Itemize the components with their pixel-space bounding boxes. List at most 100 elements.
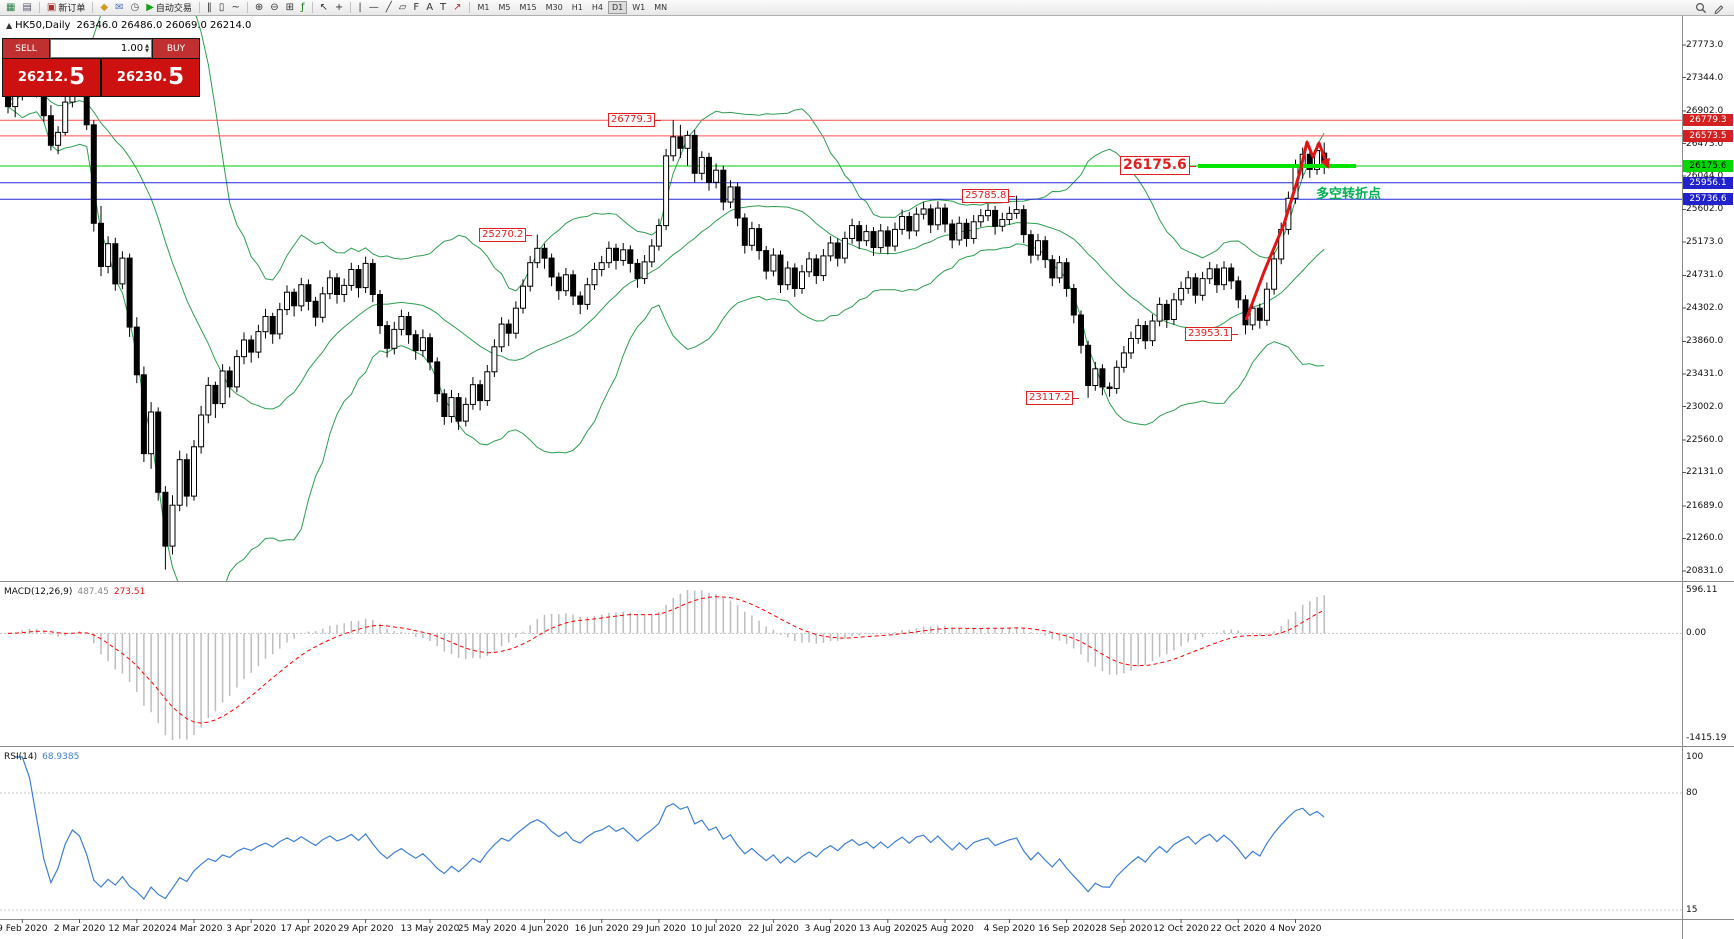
buy-price[interactable]: 26230. 5 bbox=[102, 59, 199, 96]
rsi-axis-80: 80 bbox=[1686, 788, 1698, 798]
text-icon[interactable]: A bbox=[423, 1, 436, 14]
trendline-icon: ╱ bbox=[385, 2, 392, 13]
price-axis-label: 21260.0 bbox=[1686, 533, 1724, 544]
price-line-badge: 26573.5 bbox=[1683, 129, 1733, 142]
macd-pane bbox=[0, 590, 1682, 740]
price-callout[interactable]: 25785.8 bbox=[962, 188, 1016, 203]
auto-trading-button[interactable]: ▶ 自动交易 bbox=[143, 1, 195, 14]
time-axis-label: 25 Aug 2020 bbox=[916, 924, 974, 934]
price-axis-label: 26044.0 bbox=[1686, 171, 1732, 181]
time-axis-label: 4 Nov 2020 bbox=[1269, 924, 1322, 934]
price-line-badge: 26779.3 bbox=[1683, 114, 1733, 127]
step-up-icon[interactable]: ▲ bbox=[145, 42, 149, 49]
chart-candles-icon: ▯ bbox=[218, 2, 225, 13]
chart-bars-icon[interactable]: ‖ bbox=[204, 1, 215, 14]
new-chart-icon[interactable]: ▦ bbox=[3, 1, 18, 14]
time-axis-label: 13 May 2020 bbox=[400, 924, 460, 934]
timeframe-m1[interactable]: M1 bbox=[477, 3, 490, 12]
bollinger-lo-band bbox=[7, 106, 1325, 581]
horizontal-line-icon: — bbox=[368, 2, 379, 13]
volume-stepper[interactable]: ▲ ▼ bbox=[145, 42, 149, 54]
timeframe-m5[interactable]: M5 bbox=[498, 3, 511, 12]
indicators-icon: ƒ bbox=[301, 2, 305, 13]
fibonacci-icon[interactable]: F bbox=[410, 1, 422, 14]
zoom-out-icon[interactable]: ⊖ bbox=[267, 1, 281, 14]
timeframe-h4[interactable]: H4 bbox=[591, 3, 603, 12]
sell-button[interactable]: SELL bbox=[3, 39, 49, 58]
new-chart-icon: ▦ bbox=[6, 2, 16, 13]
search-icon[interactable] bbox=[1695, 2, 1707, 14]
alerts-icon: ◆ bbox=[100, 2, 109, 13]
price-axis-label: 22131.0 bbox=[1686, 467, 1724, 478]
price-callout[interactable]: 23117.2 bbox=[1026, 390, 1080, 405]
toolbar-separator bbox=[92, 2, 94, 13]
channel-icon[interactable]: ▱ bbox=[396, 1, 410, 14]
crosshair-icon: + bbox=[334, 2, 344, 13]
indicators-icon[interactable]: ƒ bbox=[298, 1, 308, 14]
time-axis-label: 3 Aug 2020 bbox=[804, 924, 857, 934]
rsi-value: 68.9385 bbox=[42, 752, 80, 762]
price-callout[interactable]: 26175.6 bbox=[1120, 156, 1196, 176]
time-axis-label: 29 Jun 2020 bbox=[631, 924, 686, 934]
time-axis-label: 3 Apr 2020 bbox=[226, 924, 277, 934]
price-axis-label: 25173.0 bbox=[1686, 237, 1724, 247]
step-down-icon[interactable]: ▼ bbox=[145, 47, 149, 54]
timeframe-mn[interactable]: MN bbox=[654, 3, 668, 12]
shapes-icon[interactable]: ↗ bbox=[450, 1, 464, 14]
calendar-icon[interactable]: ◷ bbox=[127, 1, 142, 14]
alerts-icon[interactable]: ◆ bbox=[97, 1, 111, 14]
profiles-icon[interactable]: ▤ bbox=[19, 1, 34, 14]
timeframe-m15[interactable]: M15 bbox=[519, 3, 537, 12]
timeframe-m30[interactable]: M30 bbox=[545, 3, 563, 12]
price-callout[interactable]: 26779.3 bbox=[608, 113, 662, 128]
timeframe-d1[interactable]: D1 bbox=[607, 1, 628, 14]
sell-price[interactable]: 26212. 5 bbox=[3, 59, 100, 96]
buy-button[interactable]: BUY bbox=[153, 39, 199, 58]
symbol-name: HK50,Daily bbox=[15, 20, 71, 31]
timeframe-w1[interactable]: W1 bbox=[632, 3, 646, 12]
price-callout[interactable]: 23953.1 bbox=[1185, 327, 1239, 342]
crosshair-icon[interactable]: + bbox=[332, 1, 346, 14]
cursor-icon[interactable]: ↖ bbox=[317, 1, 331, 14]
chart-candles-icon[interactable]: ▯ bbox=[216, 1, 228, 14]
vertical-line-icon[interactable]: | bbox=[355, 1, 364, 14]
sell-price-int: 26212. bbox=[17, 70, 69, 85]
horizontal-line-icon[interactable]: — bbox=[366, 1, 382, 14]
edit-pencil-icon[interactable] bbox=[1713, 2, 1725, 14]
chart-line-icon[interactable]: ~ bbox=[228, 1, 242, 14]
sell-price-pip: 5 bbox=[69, 64, 86, 90]
toolbar-separator bbox=[198, 2, 200, 13]
trendline-icon[interactable]: ╱ bbox=[383, 1, 395, 14]
collapse-trade-panel-icon[interactable]: ▲ bbox=[6, 21, 13, 30]
new-order-button[interactable]: ▣ 新订单 bbox=[44, 1, 88, 14]
tile-windows-icon[interactable]: ⊞ bbox=[283, 1, 297, 14]
time-axis-label: 17 Apr 2020 bbox=[280, 924, 337, 934]
mailbox-icon[interactable]: ✉ bbox=[112, 1, 126, 14]
rsi-pane bbox=[0, 756, 1682, 911]
zoom-in-icon[interactable]: ⊕ bbox=[252, 1, 266, 14]
chart-bars-icon: ‖ bbox=[206, 2, 212, 13]
trend-arrow[interactable] bbox=[1244, 140, 1330, 321]
timeframe-h1[interactable]: H1 bbox=[571, 3, 583, 12]
volume-value: 1.00 bbox=[120, 43, 144, 54]
volume-input[interactable]: 1.00 ▲ ▼ bbox=[50, 39, 152, 58]
new-order-button: ▣ bbox=[46, 2, 57, 13]
cursor-icon: ↖ bbox=[319, 2, 328, 13]
time-axis-label: 29 Apr 2020 bbox=[337, 924, 394, 934]
price-callout[interactable]: 25270.2 bbox=[479, 227, 533, 242]
channel-icon: ▱ bbox=[398, 2, 407, 13]
chart-line-icon: ~ bbox=[231, 2, 240, 13]
candles bbox=[5, 58, 1328, 570]
annotation-text[interactable]: 多空转折点 bbox=[1316, 187, 1382, 202]
price-axis-label: 23002.0 bbox=[1686, 401, 1724, 412]
price-line-badge: 26175.6 bbox=[1683, 160, 1733, 173]
zoom-out-icon: ⊖ bbox=[270, 2, 279, 13]
toolbar-separator bbox=[468, 2, 470, 13]
zoom-in-icon: ⊕ bbox=[254, 2, 264, 13]
price-axis-label: 23431.0 bbox=[1686, 368, 1724, 379]
text-label-icon[interactable]: T bbox=[437, 1, 449, 14]
time-axis-label: 16 Jun 2020 bbox=[574, 924, 629, 934]
macd-signal-value: 273.51 bbox=[113, 587, 146, 597]
